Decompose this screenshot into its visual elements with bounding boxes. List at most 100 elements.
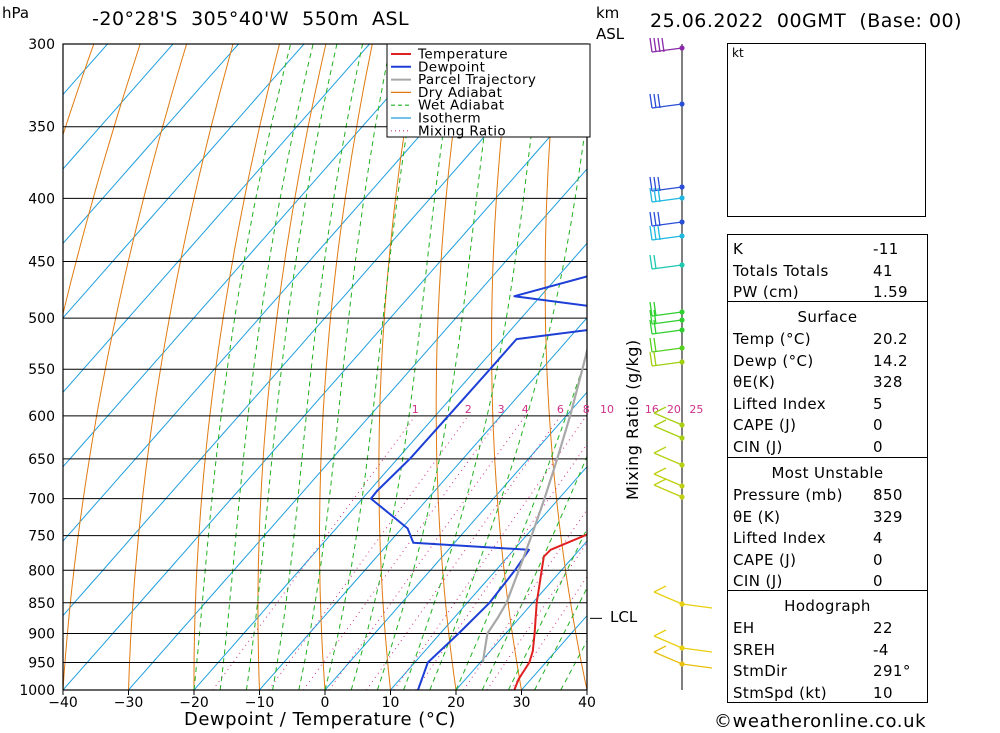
dry-adiabat-line [929, 44, 1000, 690]
stat-row: K -11 [728, 237, 927, 258]
wind-barb-shaft [681, 603, 713, 609]
dry-adiabat-line [63, 44, 141, 316]
mixing-ratio-label: 20 [667, 403, 681, 416]
stat-row: CAPE (J) 0 [728, 413, 927, 434]
stat-label: θE(K) [733, 373, 776, 392]
pressure-tick-label: 650 [28, 452, 55, 468]
wind-barb-flag [657, 176, 661, 192]
stat-row: θE(K) 328 [728, 370, 927, 391]
mixing-ratio-axis-title: Mixing Ratio (g/kg) [623, 339, 642, 500]
stat-row: StmDir 291° [728, 659, 927, 680]
stat-value: -4 [873, 640, 889, 659]
wind-barb-shaft [651, 329, 683, 335]
stat-value: 0 [873, 416, 883, 435]
legend-label: Dewpoint [418, 59, 485, 75]
wind-barb-shaft [653, 591, 683, 605]
wind-barb-flag [653, 225, 657, 241]
stat-value: 329 [873, 507, 903, 526]
stat-row: CAPE (J) 0 [728, 548, 927, 569]
hodograph-unit-label: kt [732, 46, 744, 60]
stat-value: 10 [873, 683, 893, 702]
wind-barb-shaft [653, 635, 683, 649]
wind-barb-shaft [651, 347, 683, 353]
stat-value: 850 [873, 486, 903, 504]
x-axis-title: Dewpoint / Temperature (°C) [184, 709, 456, 730]
mixing-ratio-line [328, 415, 526, 690]
isotherm-line [455, 540, 587, 690]
mixing-ratio-label: 4 [522, 403, 529, 416]
dry-adiabat-line [193, 44, 280, 690]
stat-label: Temp (°C) [733, 330, 812, 348]
wind-barb-shaft [651, 319, 683, 325]
stat-label: StmDir [733, 662, 788, 681]
wind-barb-shaft [653, 452, 683, 466]
wind-barb-flag [649, 309, 653, 325]
stat-row: Dewp (°C) 14.2 [728, 349, 927, 370]
parcel-trajectory-profile-line [481, 346, 587, 663]
wind-barb-flag [649, 93, 653, 109]
wind-barb-flag [649, 187, 653, 203]
wind-barb-shaft [651, 264, 683, 270]
isotherm-line [63, 44, 370, 394]
wind-barb-flag [649, 225, 653, 241]
wind-barb-flag [657, 211, 661, 227]
stat-label: Dewp (°C) [733, 351, 814, 370]
stat-row: Pressure (mb) 850 [728, 483, 927, 504]
temperature-tick-label: 0 [321, 695, 330, 711]
dry-adiabat-line [319, 44, 373, 690]
legend-label: Mixing Ratio [418, 123, 506, 139]
mixing-ratio-label: 2 [465, 403, 472, 416]
legend-label: Parcel Trajectory [418, 72, 536, 88]
isotherm-line [128, 168, 587, 690]
stat-value: 291° [873, 662, 911, 681]
stat-label: Lifted Index [733, 394, 827, 413]
wet-adiabat-line [245, 44, 338, 690]
stat-label: K [733, 240, 744, 258]
stat-label: EH [733, 619, 755, 637]
wind-barb-flag [649, 176, 653, 192]
pressure-tick-label: 700 [28, 492, 55, 508]
most-unstable-panel: Most Unstable Pressure (mb) 850 θE (K) 329 L… [727, 457, 928, 592]
stat-label: CIN (J) [733, 572, 783, 591]
stat-label: CIN (J) [733, 438, 783, 456]
stat-row: EH 22 [728, 616, 927, 637]
wind-barb-shaft [681, 647, 713, 653]
wind-barb-flag [649, 301, 653, 317]
pressure-tick-label: 450 [28, 255, 55, 271]
wind-barb-flag [653, 629, 667, 637]
temperature-tick-label: −20 [179, 695, 209, 711]
stat-label: PW (cm) [733, 283, 800, 302]
wind-barb-shaft [651, 103, 683, 109]
wind-barb-flag [649, 37, 653, 53]
wet-adiabat-line [272, 44, 364, 690]
wind-barb-flag [661, 37, 665, 53]
isotherm-line [63, 44, 239, 245]
stat-value: 41 [873, 261, 893, 280]
wind-barb-flag [653, 645, 667, 653]
temperature-tick-label: 20 [447, 695, 465, 711]
wind-barb-flag [653, 93, 657, 109]
stat-label: Totals Totals [733, 261, 829, 280]
wind-barb-shaft [651, 197, 683, 203]
wind-barb-flag [657, 225, 661, 241]
wind-barb-flag [649, 351, 653, 367]
legend-label: Isotherm [418, 111, 481, 127]
pressure-tick-label: 400 [28, 191, 55, 207]
stat-row: Lifted Index 4 [728, 526, 927, 547]
stat-row: Lifted Index 5 [728, 392, 927, 413]
wind-barb-shaft [653, 651, 683, 665]
pressure-tick-label: 300 [28, 37, 55, 53]
asl-label: ASL [596, 25, 625, 43]
temperature-tick-label: −10 [245, 695, 275, 711]
wind-barb-flag [653, 446, 667, 454]
wind-barb-flag [653, 406, 667, 414]
pressure-tick-label: 900 [28, 626, 55, 642]
wind-barb-flag [657, 37, 661, 53]
wind-barb-flag [653, 419, 667, 427]
mixing-ratio-line [365, 415, 561, 690]
wind-barb-flag [653, 309, 657, 325]
wind-barb-shaft [653, 473, 683, 487]
temperature-profile-line [513, 533, 587, 690]
